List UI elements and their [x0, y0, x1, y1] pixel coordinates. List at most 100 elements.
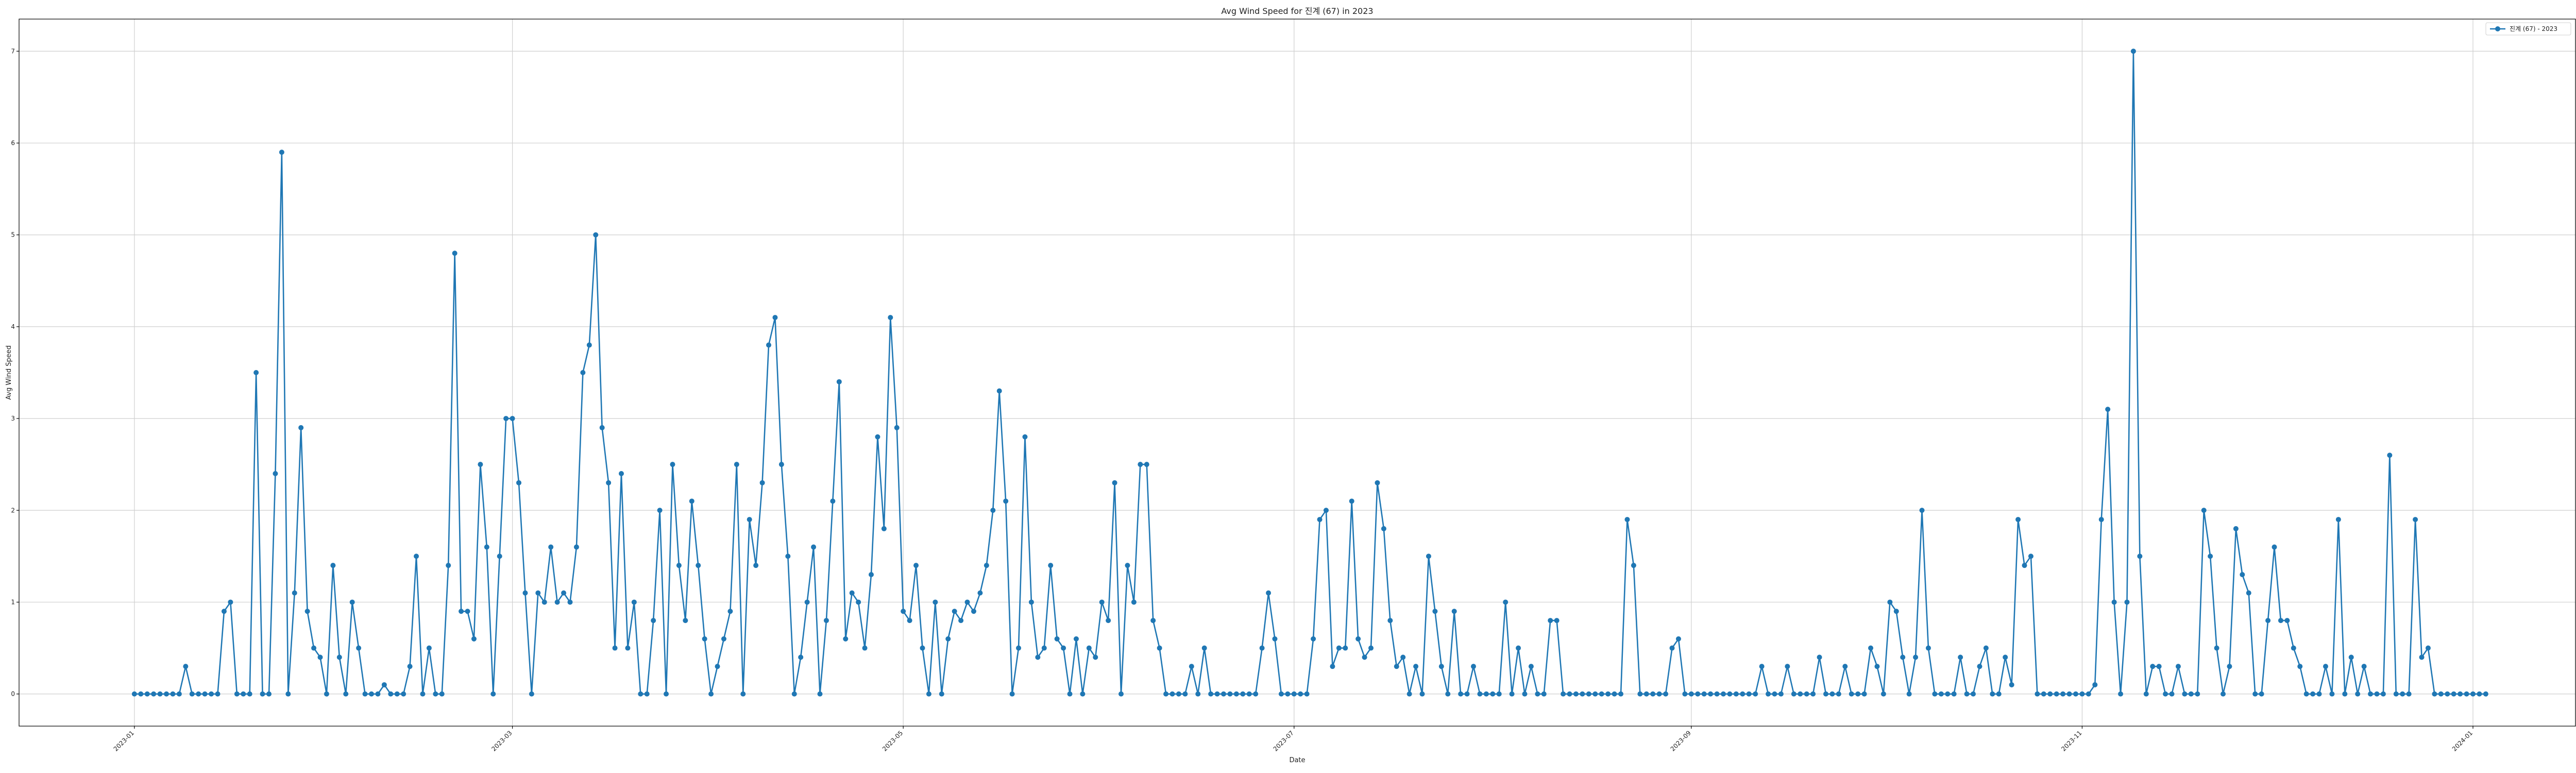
- data-point: [2066, 691, 2072, 697]
- data-point: [644, 691, 650, 697]
- data-point: [1721, 691, 1726, 697]
- data-point: [446, 563, 451, 568]
- data-point: [1240, 691, 1246, 697]
- data-point: [823, 618, 829, 624]
- data-point: [1656, 691, 1662, 697]
- data-point: [420, 691, 426, 697]
- data-point: [1766, 691, 1771, 697]
- data-point: [2374, 691, 2380, 697]
- data-point: [1733, 691, 1739, 697]
- data-point: [1080, 691, 1086, 697]
- data-point: [1227, 691, 1233, 697]
- data-point: [247, 691, 252, 697]
- data-point: [2393, 691, 2399, 697]
- y-tick-label: 6: [11, 140, 15, 147]
- data-point: [1400, 654, 1406, 660]
- data-point: [433, 691, 438, 697]
- data-point: [1189, 664, 1194, 669]
- data-point: [1035, 654, 1041, 660]
- x-tick-label: 2024-01: [2451, 729, 2474, 752]
- data-point: [1810, 691, 1816, 697]
- x-tick-label: 2023-01: [112, 729, 135, 752]
- data-point: [772, 315, 778, 321]
- data-point: [567, 599, 573, 605]
- data-point: [1906, 691, 1912, 697]
- data-point: [2425, 645, 2431, 651]
- data-point: [984, 563, 989, 568]
- data-point: [1304, 691, 1310, 697]
- data-point: [2150, 664, 2156, 669]
- data-point: [926, 691, 931, 697]
- x-tick-label: 2023-11: [2060, 729, 2083, 752]
- data-point: [1842, 664, 1848, 669]
- data-point: [964, 599, 970, 605]
- data-point: [1311, 636, 1316, 642]
- data-point: [2003, 654, 2008, 660]
- data-point: [1323, 508, 1329, 513]
- data-point: [1118, 691, 1124, 697]
- data-point: [292, 590, 297, 596]
- data-point: [1483, 691, 1489, 697]
- data-point: [1387, 618, 1393, 624]
- data-point: [1887, 599, 1893, 605]
- data-point: [920, 645, 925, 651]
- data-point: [1990, 691, 1995, 697]
- data-point: [490, 691, 496, 697]
- data-point: [324, 691, 329, 697]
- data-point: [1016, 645, 1022, 651]
- axis-ticks: 0 1 2 3 4 5 6 7 2023-01 2023-03 2023-05 2023-07 2023…: [11, 47, 2474, 752]
- data-point: [2195, 691, 2200, 697]
- data-point: [304, 609, 310, 614]
- data-point: [1772, 691, 1777, 697]
- data-point: [2265, 618, 2271, 624]
- data-point: [183, 664, 189, 669]
- data-point: [1394, 664, 1399, 669]
- data-point: [1349, 498, 1354, 504]
- data-point: [1951, 691, 1957, 697]
- data-point: [1829, 691, 1835, 697]
- data-point: [606, 480, 612, 485]
- data-point: [2329, 691, 2335, 697]
- y-tick-label: 7: [11, 47, 15, 55]
- data-point: [1650, 691, 1656, 697]
- data-point: [1125, 563, 1130, 568]
- x-axis-label: Date: [1289, 757, 1305, 764]
- y-tick-label: 5: [11, 231, 15, 239]
- data-point: [241, 691, 246, 697]
- data-point: [1426, 553, 1431, 559]
- data-point: [1688, 691, 1694, 697]
- data-point: [2246, 590, 2251, 596]
- data-point: [977, 590, 983, 596]
- data-point: [1182, 691, 1188, 697]
- data-point: [1477, 691, 1483, 697]
- data-point: [1804, 691, 1809, 697]
- data-point: [381, 682, 387, 687]
- data-point: [2137, 553, 2143, 559]
- data-point: [388, 691, 394, 697]
- data-point: [1451, 609, 1457, 614]
- data-point: [2361, 664, 2367, 669]
- data-point: [2130, 48, 2136, 54]
- data-point: [228, 599, 233, 605]
- data-point: [573, 544, 579, 550]
- data-point: [1221, 691, 1226, 697]
- data-point: [368, 691, 374, 697]
- legend-box: [2485, 22, 2571, 36]
- data-point: [2175, 664, 2181, 669]
- data-point: [164, 691, 170, 697]
- data-point: [958, 618, 964, 624]
- data-point: [1509, 691, 1515, 697]
- data-point: [1464, 691, 1470, 697]
- data-point: [554, 599, 560, 605]
- data-point: [1874, 664, 1880, 669]
- data-point: [1561, 691, 1566, 697]
- data-point: [2111, 599, 2117, 605]
- data-point: [2335, 517, 2341, 523]
- data-point: [2400, 691, 2405, 697]
- legend-entry-label: 진계 (67) - 2023: [2510, 25, 2557, 32]
- data-point: [151, 691, 157, 697]
- data-point: [1330, 664, 1335, 669]
- data-point: [856, 599, 861, 605]
- data-point: [1631, 563, 1636, 568]
